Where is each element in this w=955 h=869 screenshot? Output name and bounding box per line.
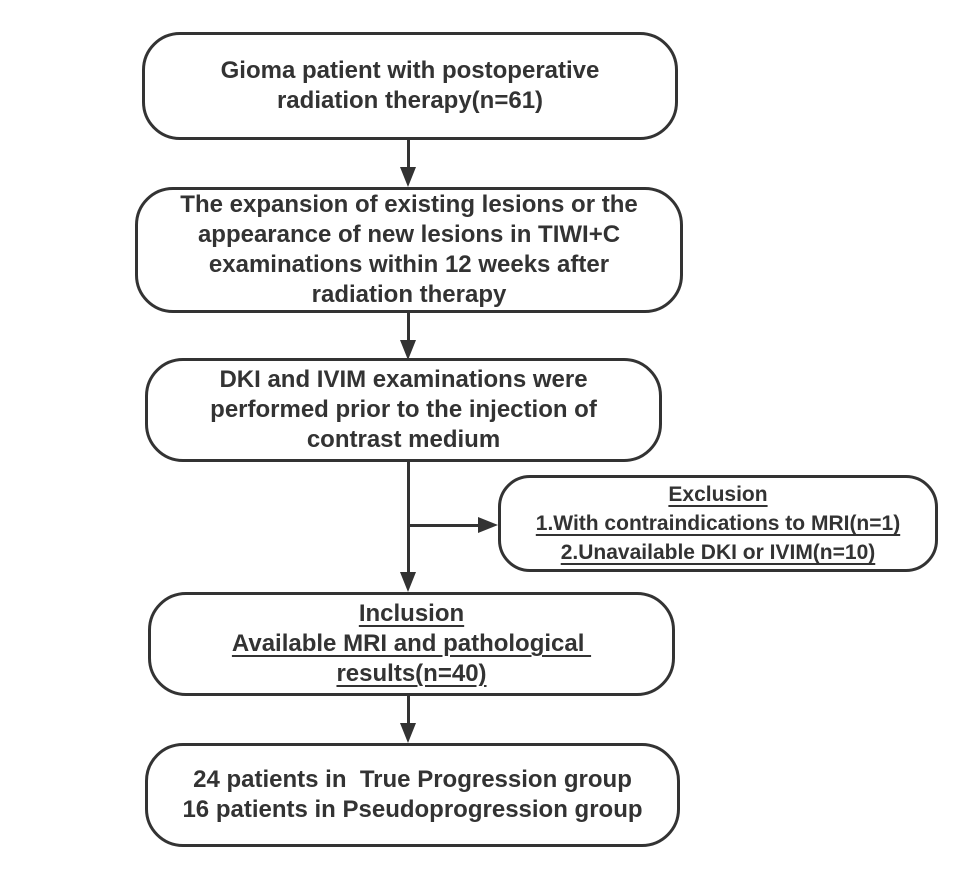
flow-box-lesions-line4: radiation therapy — [311, 281, 507, 308]
flow-box-examinations-line2: performed prior to the injection of — [210, 396, 597, 423]
flow-box-groups-line2: 16 patients in Pseudoprogression group — [182, 796, 643, 823]
arrowhead-down-icon-2 — [400, 340, 416, 360]
arrowhead-down-icon-3 — [400, 572, 416, 592]
flow-box-patients: Gioma patient with postoperative radiati… — [142, 32, 678, 140]
flow-box-groups: 24 patients in True Progression group 16… — [145, 743, 680, 847]
flow-box-inclusion-title: Inclusion — [358, 600, 465, 627]
flow-box-exclusion: Exclusion 1.With contraindications to MR… — [498, 475, 938, 572]
connector-branch-line — [408, 524, 480, 527]
connector-line-3 — [407, 462, 410, 574]
flow-box-inclusion: Inclusion Available MRI and pathological… — [148, 592, 675, 696]
flow-box-lesions-line1: The expansion of existing lesions or the — [180, 191, 638, 218]
arrowhead-down-icon-1 — [400, 167, 416, 187]
flow-box-inclusion-line2: Available MRI and pathological — [231, 630, 592, 657]
flow-box-examinations-line1: DKI and IVIM examinations were — [219, 366, 588, 393]
flow-box-patients-line1: Gioma patient with postoperative — [220, 57, 600, 84]
flow-box-groups-line1: 24 patients in True Progression group — [193, 766, 632, 793]
arrowhead-down-icon-4 — [400, 723, 416, 743]
flow-box-examinations: DKI and IVIM examinations were performed… — [145, 358, 662, 462]
connector-line-4 — [407, 696, 410, 725]
flow-box-exclusion-title: Exclusion — [668, 483, 768, 506]
flow-box-lesions: The expansion of existing lesions or the… — [135, 187, 683, 313]
flow-box-inclusion-line3: results(n=40) — [336, 660, 487, 687]
flow-box-lesions-line3: examinations within 12 weeks after — [208, 251, 610, 278]
arrowhead-right-icon — [478, 517, 498, 533]
flow-box-examinations-line3: contrast medium — [306, 426, 501, 453]
flow-box-exclusion-item2: 2.Unavailable DKI or IVIM(n=10) — [560, 541, 876, 564]
connector-line-1 — [407, 140, 410, 170]
flow-box-lesions-line2: appearance of new lesions in TIWI+C — [197, 221, 621, 248]
flow-box-patients-line2: radiation therapy(n=61) — [276, 87, 544, 114]
connector-line-2 — [407, 313, 410, 342]
flow-box-exclusion-item1: 1.With contraindications to MRI(n=1) — [535, 512, 901, 535]
